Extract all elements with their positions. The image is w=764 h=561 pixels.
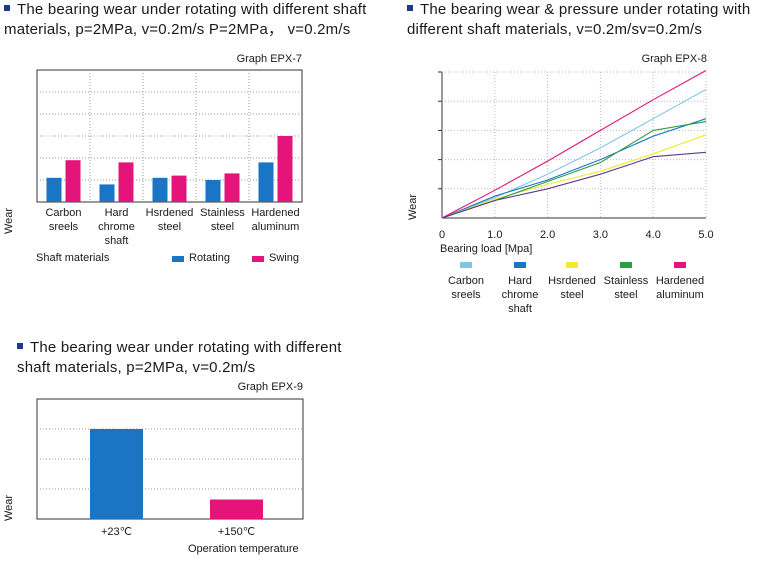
bullet-icon xyxy=(4,5,10,11)
bar-temperature xyxy=(90,429,143,519)
x-axis-label: Shaft materials xyxy=(36,252,110,264)
series-line xyxy=(441,151,707,219)
x-tick-label: Stainless steel xyxy=(200,207,245,233)
legend-label: Hardened aluminum xyxy=(655,275,705,301)
legend-label: Rotating xyxy=(189,252,230,264)
chart3-heading: The bearing wear under rotating with dif… xyxy=(17,338,347,378)
bar-rotating xyxy=(99,184,115,202)
chart2-heading: The bearing wear & pressure under rotati… xyxy=(407,0,764,40)
bar-temperature xyxy=(210,499,263,519)
bar-swing xyxy=(118,162,134,202)
bar-rotating xyxy=(205,180,221,202)
bullet-icon xyxy=(17,343,23,349)
bar-swing xyxy=(65,160,81,202)
chart3-heading-text: The bearing wear under rotating with dif… xyxy=(17,339,342,376)
x-tick-label: Carbon sreels xyxy=(45,207,82,233)
x-tick-label: 4.0 xyxy=(645,229,661,241)
bullet-icon xyxy=(407,5,413,11)
legend-swatch xyxy=(674,262,686,268)
y-axis-label: Wear xyxy=(3,494,15,521)
series-line xyxy=(441,89,707,219)
x-tick-label: 3.0 xyxy=(592,229,609,241)
legend-swatch xyxy=(566,262,578,268)
legend-swatch xyxy=(252,256,264,262)
chart3-graph-id: Graph EPX-9 xyxy=(237,381,303,393)
bar-rotating xyxy=(46,177,62,202)
x-tick-label: 5.0 xyxy=(698,229,714,241)
legend-label: Hsrdened steel xyxy=(548,275,596,301)
y-axis-label: Wear xyxy=(407,193,419,220)
chart1-graph-id: Graph EPX-7 xyxy=(236,53,302,65)
chart2-graph-id: Graph EPX-8 xyxy=(641,53,707,65)
legend-label: Hard chrome shaft xyxy=(501,275,539,315)
x-tick-label: 2.0 xyxy=(539,229,556,241)
legend-label: Swing xyxy=(269,252,299,264)
y-axis-label: Wear xyxy=(3,207,15,234)
bar-rotating xyxy=(258,162,274,202)
x-tick-label: +23℃ xyxy=(100,526,132,538)
series-line xyxy=(441,134,707,219)
bar-swing xyxy=(277,136,293,202)
legend-swatch xyxy=(460,262,472,268)
chart2-heading-text: The bearing wear & pressure under rotati… xyxy=(407,1,751,38)
legend-swatch xyxy=(620,262,632,268)
legend-swatch xyxy=(172,256,184,262)
x-tick-label: 1.0 xyxy=(487,229,503,241)
chart1-heading-text: The bearing wear under rotating with dif… xyxy=(4,1,367,38)
legend-label: Carbon sreels xyxy=(447,275,485,301)
x-tick-label: Hard chrome shaft xyxy=(98,207,135,247)
bar-swing xyxy=(171,175,187,202)
series-line xyxy=(441,118,707,219)
bar-swing xyxy=(224,173,240,202)
x-tick-label: 0 xyxy=(438,229,446,241)
x-tick-label: +150℃ xyxy=(217,526,256,538)
x-tick-label: Hardened aluminum xyxy=(251,207,300,233)
legend-swatch xyxy=(514,262,526,268)
bar-rotating xyxy=(152,177,168,202)
series-line xyxy=(441,70,707,219)
x-axis-label: Operation temperature xyxy=(188,543,299,555)
x-axis-label: Bearing load [Mpa] xyxy=(440,243,533,255)
chart1-heading: The bearing wear under rotating with dif… xyxy=(4,0,389,40)
x-tick-label: Hsrdened steel xyxy=(145,207,194,233)
legend-label: Stainless steel xyxy=(603,275,649,301)
